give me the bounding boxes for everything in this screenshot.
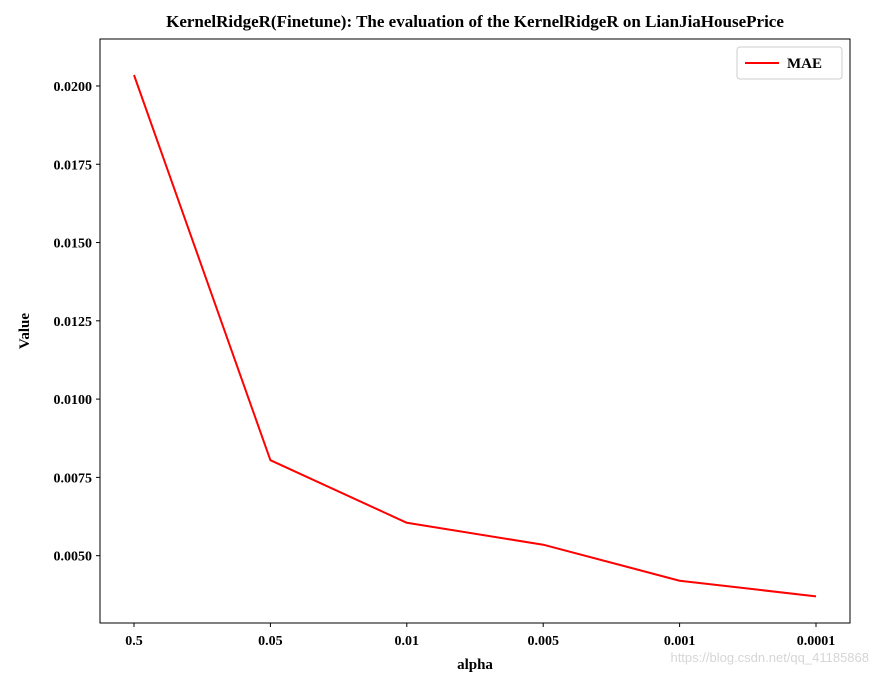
x-tick-label: 0.005 [527,634,559,649]
legend: MAE [736,46,843,80]
y-tick-label: 0.0150 [54,237,93,252]
y-axis: 0.0050 0.0075 0.0100 0.0125 0.0150 0.0175 0.02… [54,80,100,565]
y-tick-label: 0.0200 [54,80,93,95]
y-tick-label: 0.0175 [54,158,93,173]
x-axis: 0.5 0.05 0.01 0.005 0.001 0.0001 [125,623,835,649]
y-axis-label: Value [17,313,33,349]
legend-label-mae: MAE [787,56,822,72]
plot-area-frame [99,38,851,624]
x-tick-label: 0.01 [395,634,420,649]
x-tick-label: 0.05 [258,634,283,649]
x-tick-label: 0.0001 [797,634,836,649]
y-tick-label: 0.0125 [54,315,93,330]
series-layer [133,74,817,598]
x-axis-label: alpha [457,657,493,673]
legend-box [736,46,843,80]
y-tick-label: 0.0075 [54,471,93,486]
watermark-text: https://blog.csdn.net/qq_41185868 [670,650,869,665]
series-line-mae [133,74,817,598]
y-tick-label: 0.0050 [54,550,93,565]
x-tick-label: 0.001 [664,634,696,649]
y-tick-label: 0.0100 [54,393,93,408]
chart-title: KernelRidgeR(Finetune): The evaluation o… [166,12,784,31]
x-tick-label: 0.5 [125,634,143,649]
